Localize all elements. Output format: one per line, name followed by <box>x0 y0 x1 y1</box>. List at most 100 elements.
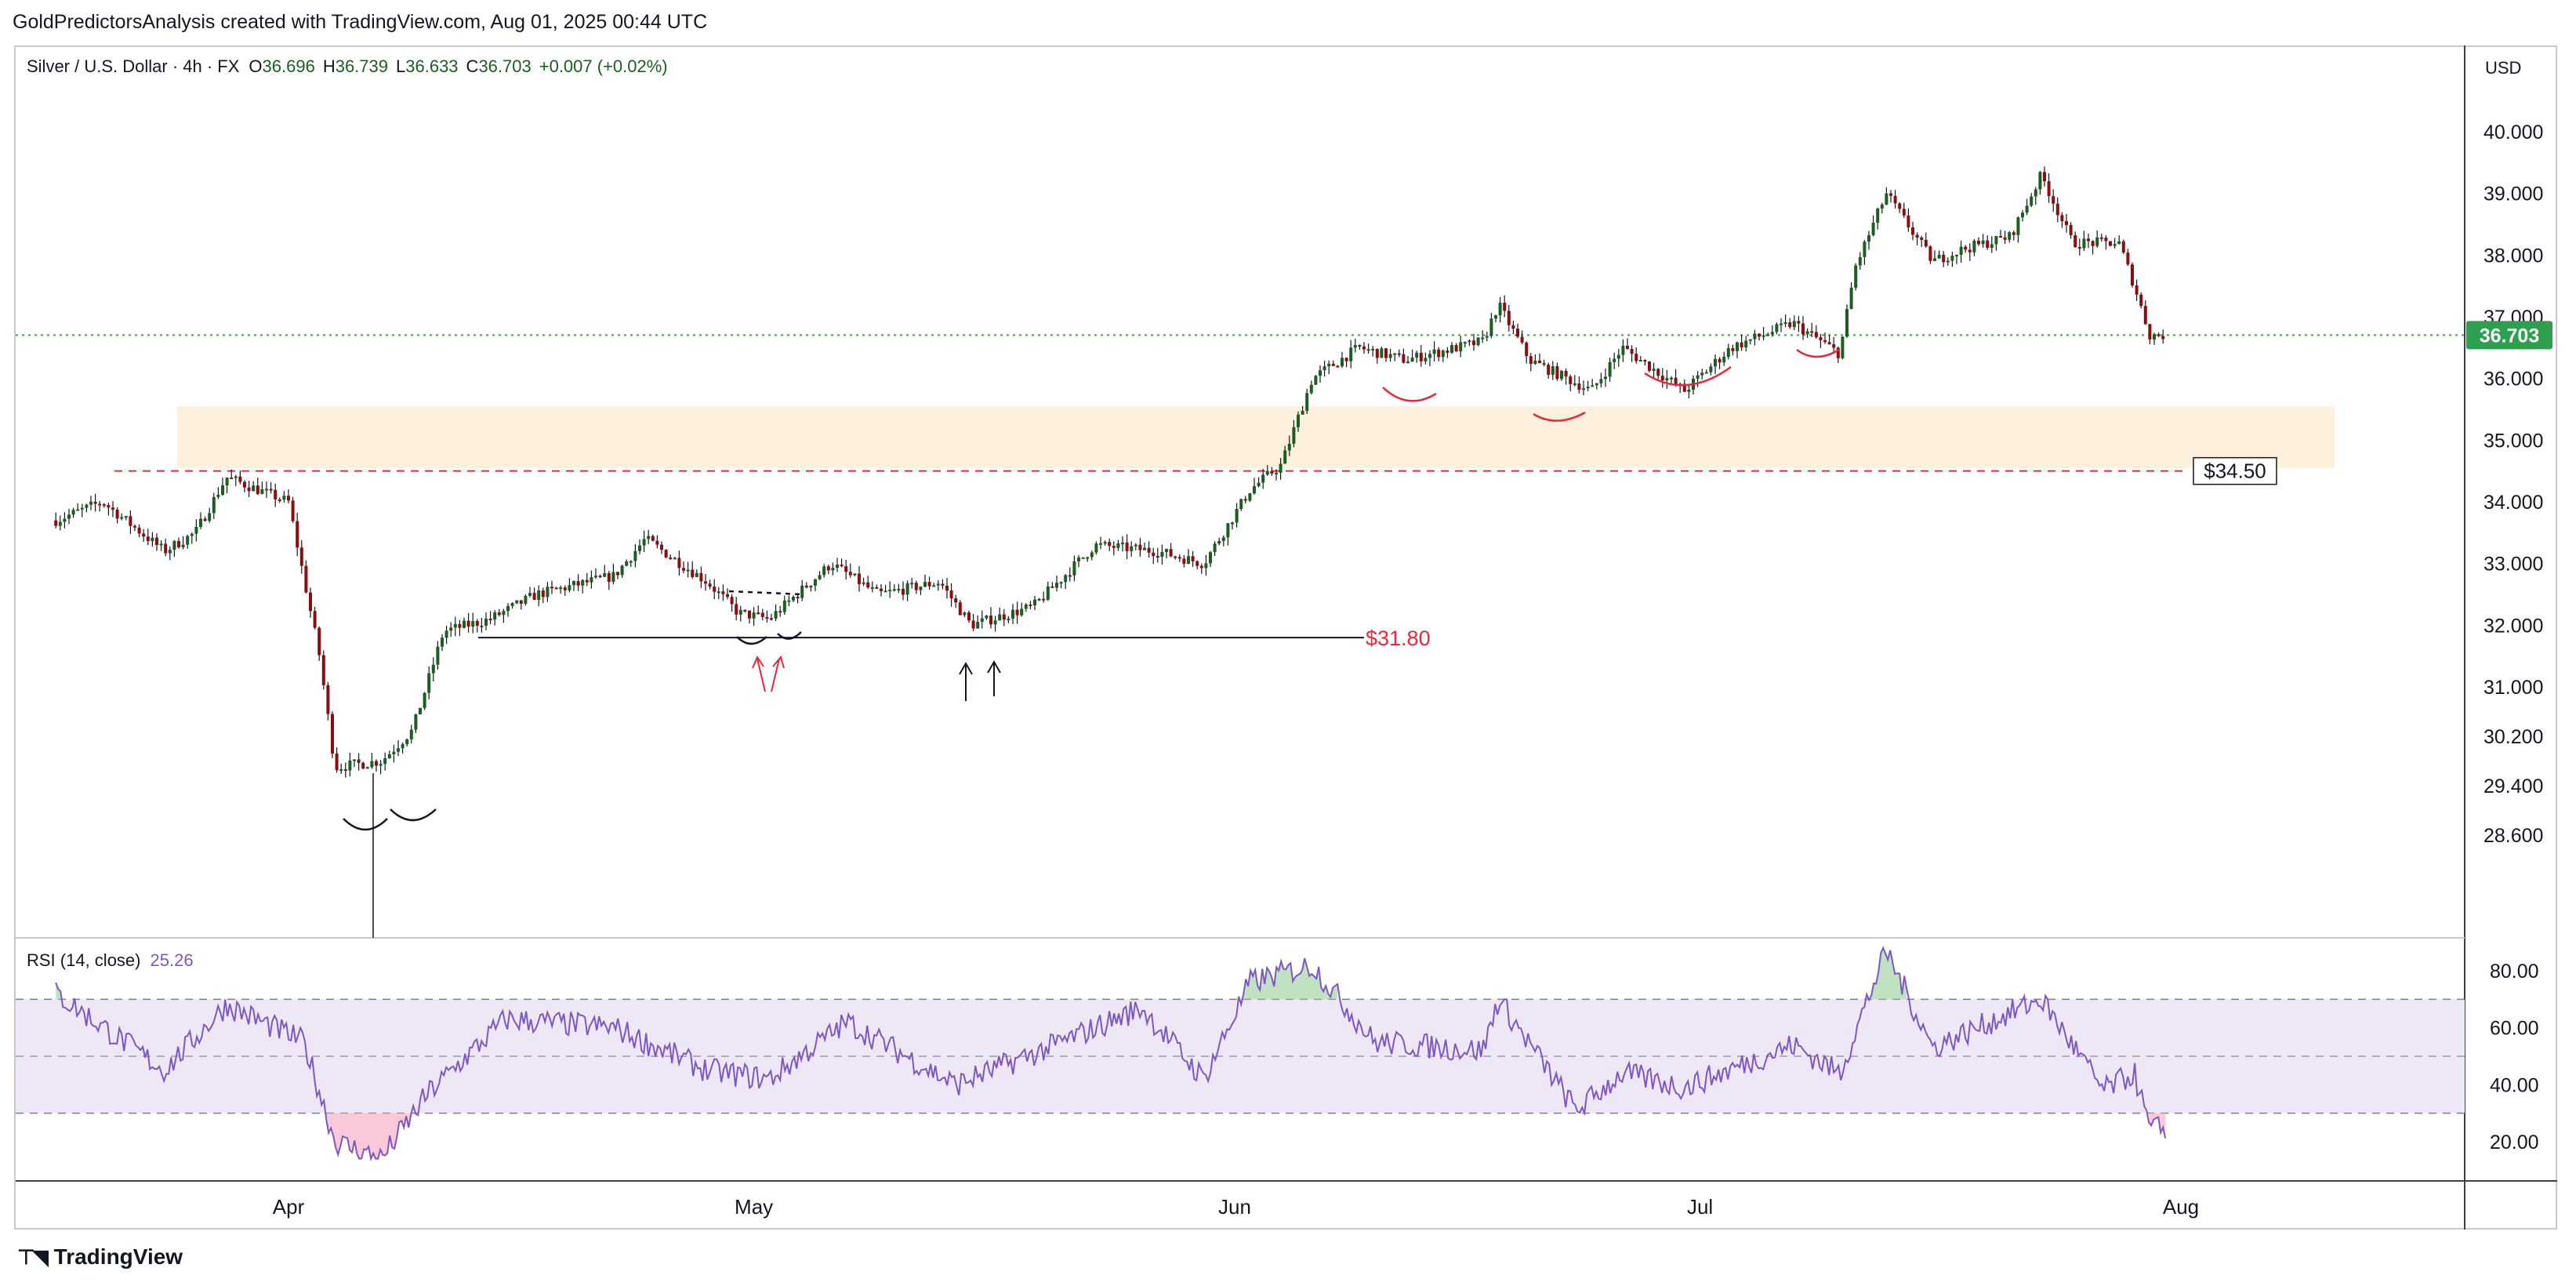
candle <box>1279 463 1283 473</box>
candle <box>901 588 905 595</box>
arrow-marks <box>752 655 1001 701</box>
candle <box>1468 340 1471 343</box>
candle <box>831 568 835 571</box>
candle <box>1783 322 1787 325</box>
candle <box>1029 604 1032 606</box>
candle <box>1986 240 1990 249</box>
candle <box>115 509 119 519</box>
candle <box>1638 360 1642 362</box>
candles-group[interactable] <box>54 166 2165 938</box>
rsi-legend[interactable]: RSI (14, close) 25.26 <box>27 950 194 970</box>
candle <box>154 537 158 545</box>
candle <box>1950 256 1954 261</box>
candle <box>2139 294 2143 307</box>
candle <box>826 566 830 571</box>
candle <box>1915 234 1919 238</box>
candle <box>256 485 259 494</box>
rsi-axis[interactable]: 80.00 60.00 40.00 20.00 <box>2490 961 2539 1153</box>
candle <box>1845 309 1849 337</box>
candle <box>2099 237 2103 239</box>
candle <box>1015 609 1019 616</box>
candle <box>1481 337 1485 340</box>
candle <box>1757 333 1761 337</box>
candle <box>571 580 575 586</box>
candle <box>427 673 431 693</box>
candle <box>743 609 747 612</box>
red-arc-4 <box>1796 348 1840 358</box>
price-tick-label: 29.400 <box>2483 776 2543 797</box>
candle <box>787 600 791 602</box>
candle <box>2060 215 2064 222</box>
candle <box>1700 372 1704 376</box>
candle <box>2135 285 2139 295</box>
resistance-zone[interactable] <box>177 406 2335 468</box>
candle <box>159 543 163 546</box>
candle <box>835 565 839 569</box>
candle <box>993 620 997 625</box>
candle <box>985 616 989 619</box>
price-tick-label: 28.600 <box>2483 825 2543 847</box>
candle <box>892 589 896 591</box>
time-axis[interactable]: Apr May Jun Jul Aug <box>273 1195 2199 1219</box>
price-axis[interactable]: 40.00039.00038.00037.00036.00035.00034.0… <box>2483 122 2543 847</box>
tradingview-footer[interactable]: ⊤◥ TradingView <box>17 1244 183 1270</box>
candle <box>1446 351 1449 353</box>
candle <box>1138 544 1142 550</box>
candle <box>1643 360 1647 362</box>
rsi-line[interactable] <box>55 946 2167 1162</box>
candle <box>471 620 475 627</box>
candle <box>299 547 303 566</box>
candle <box>176 541 180 548</box>
currency-label[interactable]: USD <box>2485 58 2521 78</box>
candle <box>1542 363 1546 365</box>
candle <box>585 579 589 583</box>
candle <box>647 536 651 539</box>
candle <box>63 518 67 522</box>
candle <box>532 593 536 601</box>
candle <box>1858 256 1862 266</box>
tradingview-logo-icon: ⊤◥ <box>17 1244 49 1269</box>
candle <box>1616 354 1620 359</box>
candle <box>1380 348 1384 358</box>
candle <box>515 600 519 604</box>
candle <box>822 566 826 576</box>
candle <box>651 536 655 541</box>
candle <box>1393 353 1397 355</box>
candle <box>1819 337 1823 340</box>
price-tick-label: 30.200 <box>2483 726 2543 748</box>
candle <box>1761 335 1765 337</box>
candle <box>85 504 89 508</box>
candle <box>1086 557 1090 559</box>
candle <box>875 587 879 589</box>
resistance-level-label: $34.50 <box>2204 460 2266 483</box>
candle <box>774 611 778 619</box>
candle <box>862 582 865 584</box>
candle <box>1476 337 1480 346</box>
candle <box>1125 542 1129 551</box>
candle <box>313 611 317 628</box>
candle <box>1968 249 1972 252</box>
candle <box>220 485 224 495</box>
candle <box>1959 246 1963 255</box>
candle <box>76 509 80 511</box>
candle <box>1314 376 1318 385</box>
candle <box>963 612 967 616</box>
candle <box>1064 575 1068 583</box>
candle <box>1674 377 1678 385</box>
candle <box>857 573 861 584</box>
candle <box>603 572 607 577</box>
candle <box>669 557 673 559</box>
candle <box>813 579 817 586</box>
candle <box>2073 234 2077 248</box>
candle <box>440 638 444 647</box>
bottom-arc-3 <box>736 636 767 645</box>
candle <box>2157 334 2161 336</box>
candle <box>1230 522 1234 525</box>
price-tick-label: 34.000 <box>2483 492 2543 514</box>
candle <box>1120 542 1124 544</box>
candle <box>1174 556 1177 558</box>
rsi-pane[interactable] <box>16 946 2465 1162</box>
symbol-legend[interactable]: Silver / U.S. Dollar · 4h · FX O36.696 H36… <box>27 56 668 76</box>
candle <box>1257 482 1261 486</box>
